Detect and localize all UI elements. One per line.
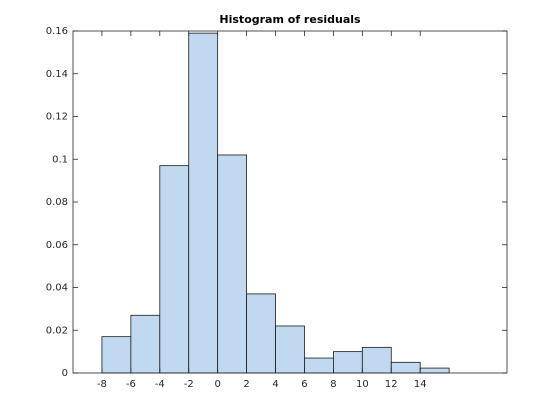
x-tick-label: 0	[214, 379, 220, 390]
x-tick-label: -2	[184, 379, 194, 390]
x-tick-label: 12	[385, 379, 398, 390]
x-tick-label: 4	[272, 379, 278, 390]
y-tick-label: 0.14	[46, 69, 68, 80]
bar	[304, 357, 334, 374]
y-tick-label: 0.04	[46, 283, 68, 294]
x-tick-label: 10	[356, 379, 369, 390]
y-tick-label: 0.02	[46, 325, 68, 336]
x-tick-label: -4	[155, 379, 165, 390]
y-tick-label: 0.12	[46, 112, 68, 123]
x-tick-label: -6	[126, 379, 136, 390]
y-tick-label: 0.1	[52, 154, 68, 165]
bar	[246, 293, 276, 374]
chart-title: Histogram of residuals	[219, 13, 361, 26]
bar	[332, 351, 363, 374]
bar	[130, 314, 161, 374]
bar	[159, 165, 190, 374]
x-tick-label: 8	[330, 379, 336, 390]
x-tick-label: 14	[414, 379, 427, 390]
x-tick-label: -8	[97, 379, 107, 390]
bar	[275, 325, 305, 374]
y-tick-label: 0.08	[46, 197, 68, 208]
y-tick-label: 0	[62, 368, 68, 379]
x-tick-label: 6	[301, 379, 307, 390]
y-tick-label: 0.16	[46, 26, 68, 37]
bar	[101, 336, 132, 374]
y-tick-label: 0.06	[46, 240, 68, 251]
bar	[217, 154, 248, 374]
x-tick-label: 2	[243, 379, 249, 390]
bar	[188, 32, 219, 374]
bar	[390, 361, 421, 374]
bar	[419, 367, 450, 374]
bar	[361, 346, 392, 374]
